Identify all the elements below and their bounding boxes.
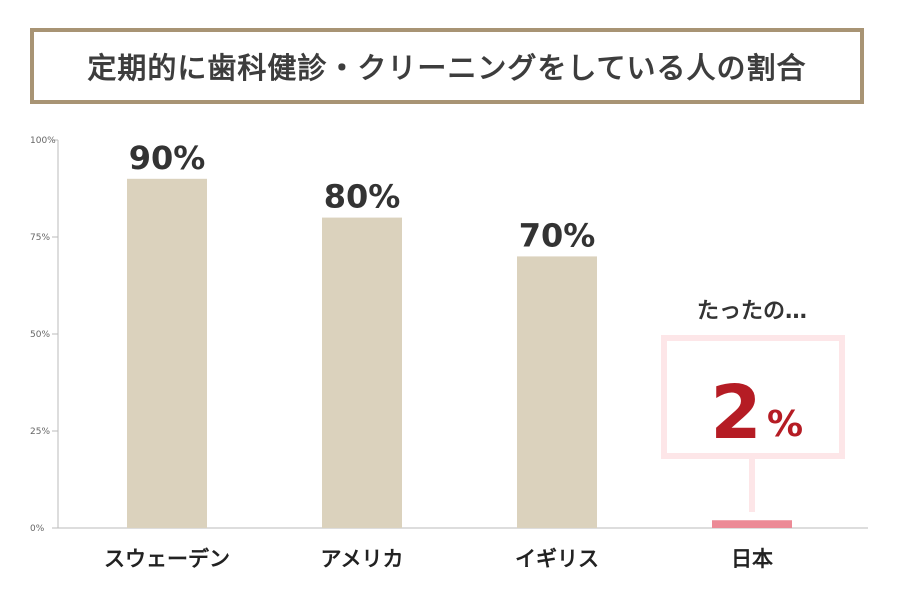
bar-value-label: 90% (129, 139, 206, 177)
x-category-label: 日本 (731, 547, 773, 571)
x-category-label: スウェーデン (104, 547, 230, 571)
bar (712, 520, 792, 528)
bar (322, 217, 402, 528)
callout-value: 2 (710, 370, 762, 456)
y-tick-label: 75% (30, 233, 50, 243)
callout-unit: % (767, 404, 803, 445)
y-tick-label: 100% (30, 136, 56, 146)
callout-box (661, 335, 845, 459)
labels: 90% スウェーデン 80% アメリカ 70% イギリス 日本 (104, 139, 773, 571)
callout-pointer (749, 456, 755, 512)
chart-title-box: 定期的に歯科健診・クリーニングをしている人の割合 (30, 28, 864, 104)
y-tick-label: 50% (30, 330, 50, 340)
y-tick-label: 0% (30, 524, 45, 534)
bar (127, 178, 207, 529)
bar (517, 256, 597, 528)
x-category-label: イギリス (515, 547, 599, 571)
chart-title: 定期的に歯科健診・クリーニングをしている人の割合 (87, 51, 807, 85)
callout-text: たったの… (697, 299, 807, 324)
callout: たったの… 2% (661, 299, 845, 512)
bar-value-label: 80% (324, 178, 401, 216)
bars (127, 178, 792, 529)
bar-value-label: 70% (519, 216, 596, 254)
x-category-label: アメリカ (321, 547, 404, 571)
y-tick-label: 25% (30, 427, 50, 437)
